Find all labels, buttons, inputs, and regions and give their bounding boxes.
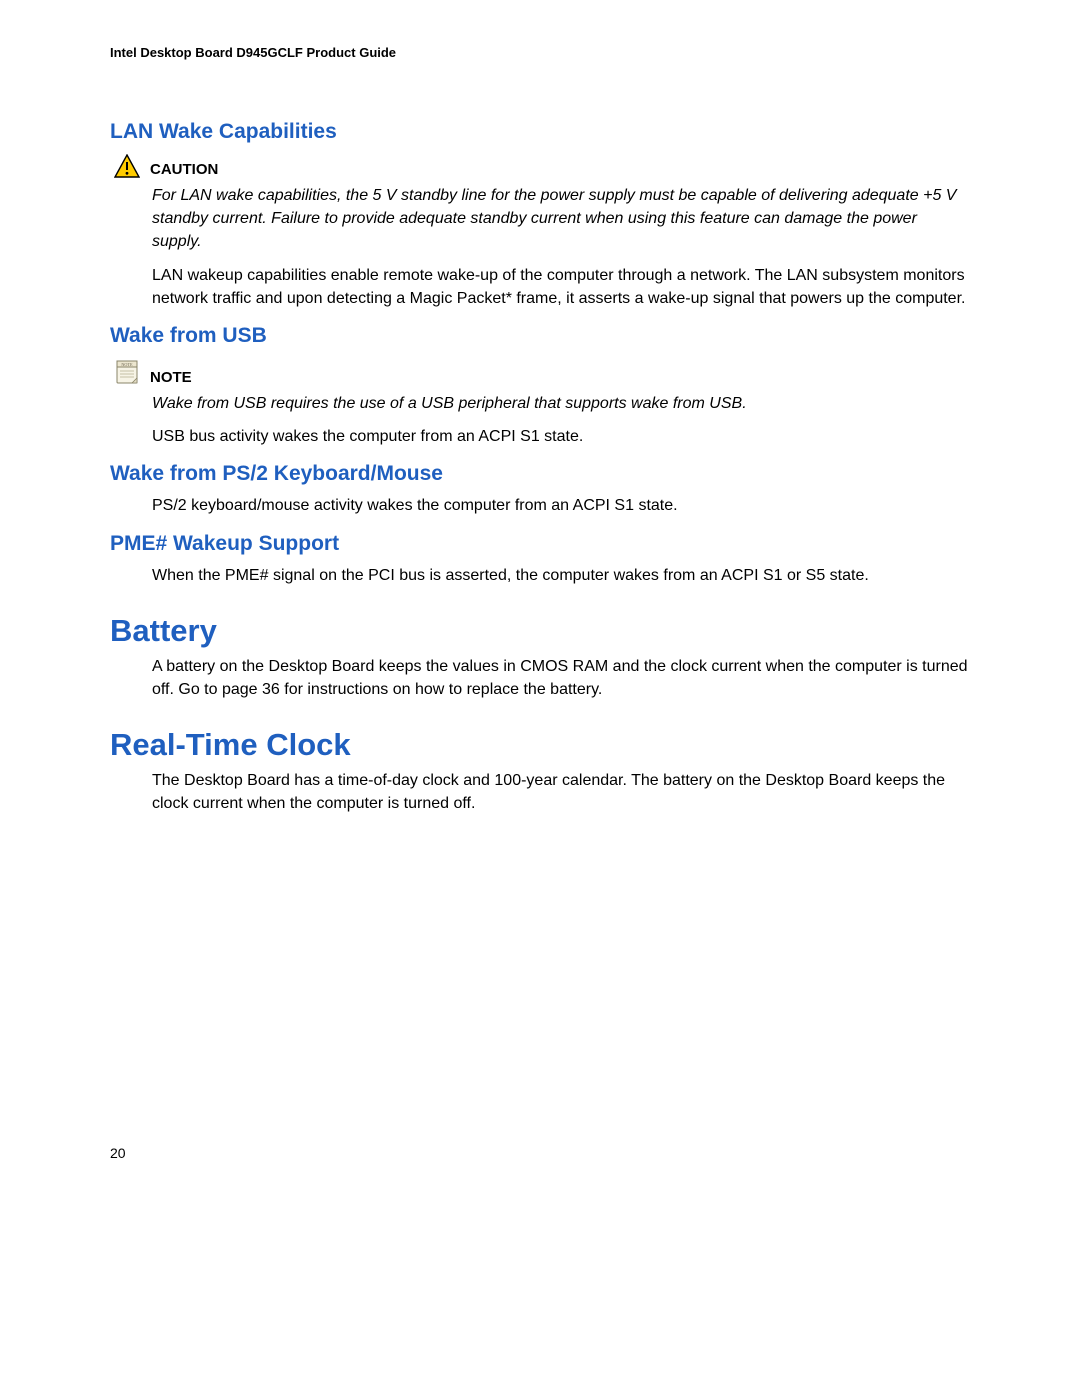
document-page: Intel Desktop Board D945GCLF Product Gui… [0,0,1080,1221]
heading-pme: PME# Wakeup Support [110,532,970,556]
usb-body: USB bus activity wakes the computer from… [152,425,970,448]
heading-usb: Wake from USB [110,324,970,348]
section-ps2: PS/2 keyboard/mouse activity wakes the c… [152,494,970,517]
page-number: 20 [110,1145,970,1161]
rtc-body: The Desktop Board has a time-of-day cloc… [152,769,970,815]
battery-body: A battery on the Desktop Board keeps the… [152,655,970,701]
heading-ps2: Wake from PS/2 Keyboard/Mouse [110,462,970,486]
heading-rtc: Real-Time Clock [110,727,970,763]
note-row: NOTE NOTE [114,358,970,386]
note-label: NOTE [150,369,192,386]
section-lan: CAUTION For LAN wake capabilities, the 5… [152,154,970,310]
caution-icon [114,154,140,178]
section-battery: A battery on the Desktop Board keeps the… [152,655,970,701]
pme-body: When the PME# signal on the PCI bus is a… [152,564,970,587]
section-usb: NOTE NOTE Wake from USB requires the use… [152,358,970,448]
section-pme: When the PME# signal on the PCI bus is a… [152,564,970,587]
caution-label: CAUTION [150,161,218,178]
page-header: Intel Desktop Board D945GCLF Product Gui… [110,45,970,60]
caution-text: For LAN wake capabilities, the 5 V stand… [152,184,970,254]
caution-row: CAUTION [114,154,970,178]
heading-lan: LAN Wake Capabilities [110,120,970,144]
section-rtc: The Desktop Board has a time-of-day cloc… [152,769,970,815]
note-text: Wake from USB requires the use of a USB … [152,392,970,415]
svg-text:NOTE: NOTE [121,362,133,367]
lan-body: LAN wakeup capabilities enable remote wa… [152,264,970,310]
heading-battery: Battery [110,613,970,649]
note-icon: NOTE [114,358,140,386]
ps2-body: PS/2 keyboard/mouse activity wakes the c… [152,494,970,517]
